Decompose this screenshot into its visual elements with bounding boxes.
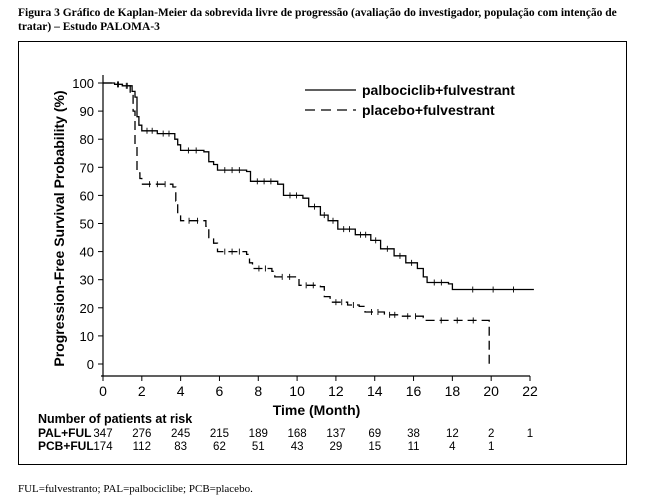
risk-count: 174 (93, 441, 113, 453)
risk-count: 137 (326, 428, 345, 440)
figure-frame (18, 41, 627, 465)
y-axis-label: Progression-Free Survival Probability (%… (51, 90, 67, 366)
risk-count: 15 (368, 441, 381, 453)
placebo-curve (103, 82, 490, 364)
risk-table-title: Number of patients at risk (38, 412, 192, 426)
x-tick-label: 10 (289, 383, 305, 399)
figure-caption: Figura 3 Gráfico de Kaplan-Meier da sobr… (18, 7, 617, 33)
x-tick-label: 4 (177, 383, 185, 399)
legend: palbociclib+fulvestrant placebo+fulvestra… (305, 82, 515, 118)
risk-count: 11 (408, 441, 420, 453)
risk-count: 43 (291, 441, 304, 453)
y-tick-label: 90 (80, 104, 94, 119)
risk-count: 51 (252, 441, 265, 453)
risk-count: 29 (330, 441, 343, 453)
risk-count: 215 (210, 428, 229, 440)
y-tick-label: 0 (87, 357, 94, 372)
risk-count: 189 (249, 428, 268, 440)
risk-count: 276 (132, 428, 151, 440)
risk-row-label: PCB+FUL (38, 439, 94, 453)
risk-count: 168 (287, 428, 306, 440)
risk-count: 1 (488, 441, 494, 453)
risk-count: 83 (174, 441, 187, 453)
footnote: FUL=fulvestranto; PAL=palbociclibe; PCB=… (18, 483, 253, 495)
x-tick-label: 16 (406, 383, 422, 399)
risk-count: 4 (449, 441, 456, 453)
x-tick-label: 18 (445, 383, 461, 399)
x-tick-label: 20 (483, 383, 499, 399)
y-tick-label: 20 (80, 301, 94, 316)
risk-count: 38 (407, 428, 420, 440)
y-tick-label: 10 (80, 329, 94, 344)
legend-label: palbociclib+fulvestrant (362, 82, 515, 98)
risk-count: 245 (171, 428, 190, 440)
risk-row-label: PAL+FUL (38, 426, 91, 440)
y-tick-label: 70 (80, 160, 94, 175)
plot-area: 0 10 20 30 40 50 60 70 80 90 100 0 2 4 6 8 10 12 14 16 18 20 2… (72, 75, 538, 399)
risk-table: Number of patients at risk PAL+FUL 347 276… (38, 412, 533, 453)
x-axis-label: Time (Month) (273, 402, 361, 418)
y-tick-label: 50 (80, 217, 94, 232)
risk-count: 112 (133, 441, 151, 453)
risk-count: 2 (488, 428, 494, 440)
risk-count: 69 (368, 428, 381, 440)
y-tick-label: 60 (80, 188, 94, 203)
x-tick-label: 22 (522, 383, 538, 399)
x-tick-label: 14 (367, 383, 383, 399)
y-tick-label: 30 (80, 273, 94, 288)
risk-count: 12 (446, 428, 459, 440)
risk-count: 347 (93, 428, 112, 440)
legend-label: placebo+fulvestrant (362, 102, 495, 118)
x-tick-label: 8 (254, 383, 262, 399)
x-tick-label: 6 (216, 383, 224, 399)
x-tick-label: 0 (99, 383, 107, 399)
risk-count: 62 (213, 441, 226, 453)
x-tick-label: 12 (328, 383, 344, 399)
risk-count: 1 (527, 428, 533, 440)
y-tick-label: 100 (72, 76, 94, 91)
x-tick-label: 2 (138, 383, 146, 399)
y-tick-label: 40 (80, 245, 94, 260)
y-tick-label: 80 (80, 132, 94, 147)
